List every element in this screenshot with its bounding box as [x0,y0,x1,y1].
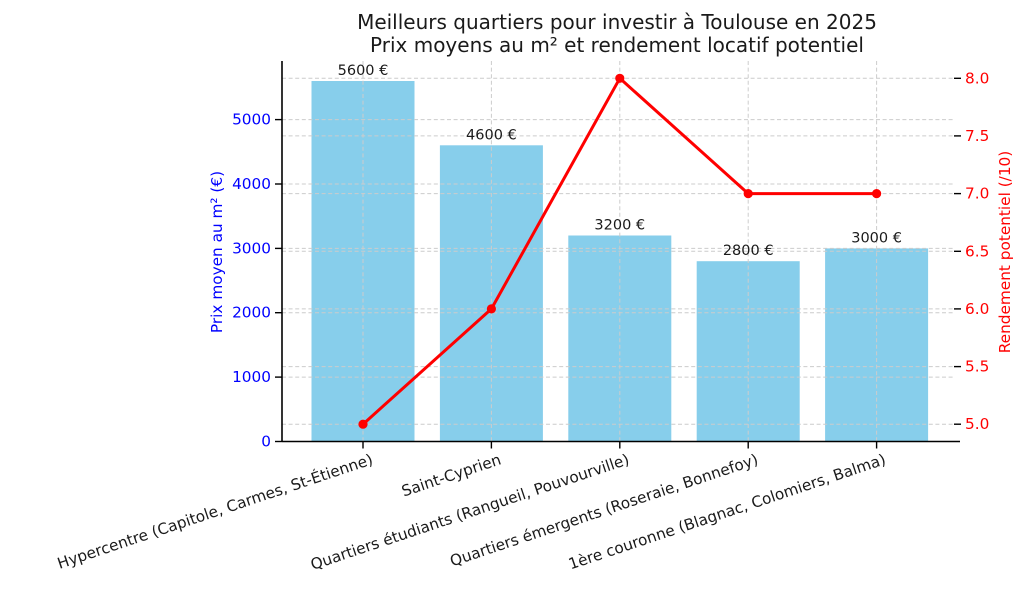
bar-value-label: 5600 € [338,63,389,79]
left-tick-label: 2000 [232,304,271,322]
left-y-axis-label: Prix moyen au m² (€) [208,170,226,334]
left-tick-label: 5000 [232,111,271,129]
right-tick-label: 8.0 [965,69,989,87]
bar-value-label: 3000 € [851,230,902,246]
left-tick-label: 1000 [232,368,271,386]
right-y-axis-label: Rendement potentiel (/10) [996,150,1014,354]
right-tick-label: 5.5 [965,358,989,376]
line-marker [486,304,496,314]
bar-value-label: 2800 € [723,243,774,259]
chart-title-block: Meilleurs quartiers pour investir à Toul… [210,11,1024,57]
line-marker [743,189,753,199]
line-marker [872,189,882,199]
line-marker [358,419,368,429]
chart-title: Meilleurs quartiers pour investir à Toul… [357,10,877,34]
right-tick-label: 6.5 [965,242,989,260]
right-tick-label: 7.5 [965,127,989,145]
bar-value-label: 3200 € [594,218,645,234]
right-tick-label: 5.0 [965,415,989,433]
right-tick-label: 6.0 [965,300,989,318]
chart-subtitle: Prix moyens au m² et rendement locatif p… [370,33,864,57]
bar-value-label: 4600 € [466,127,517,143]
left-tick-label: 3000 [232,239,271,257]
left-tick-label: 0 [261,433,271,451]
line-marker [615,73,625,83]
right-tick-label: 7.0 [965,185,989,203]
left-tick-label: 4000 [232,175,271,193]
